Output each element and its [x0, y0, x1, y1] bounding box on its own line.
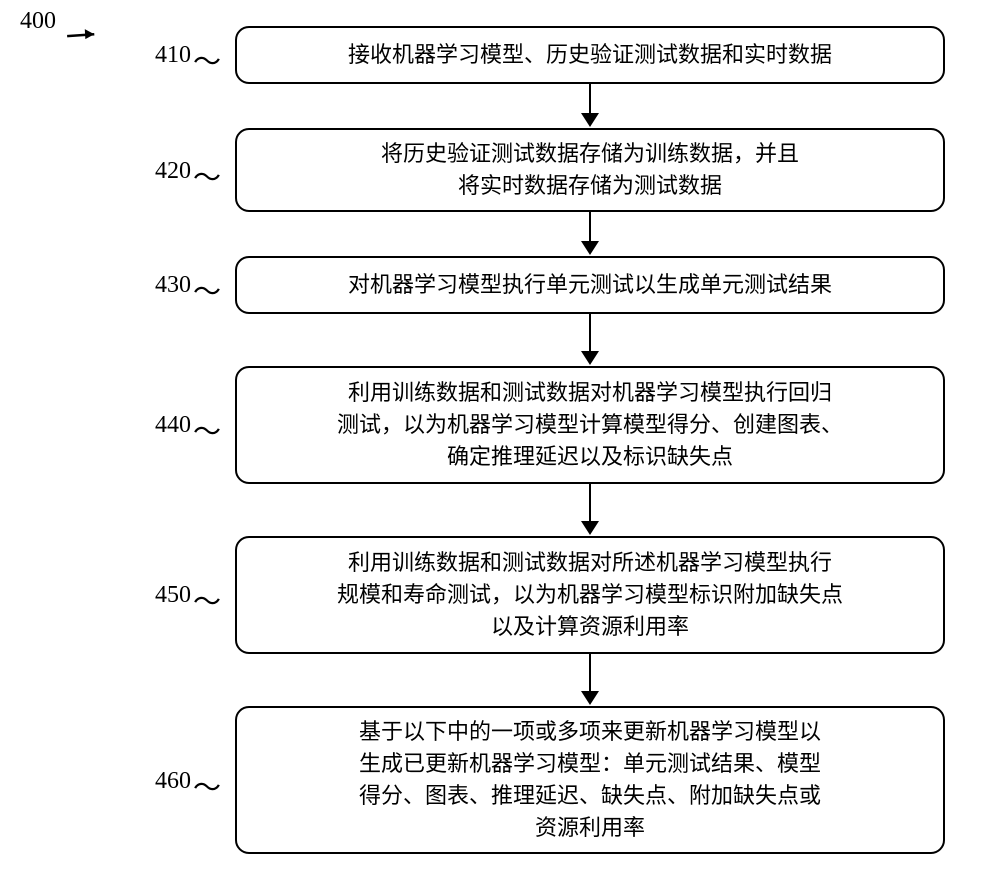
step-box-430: 对机器学习模型执行单元测试以生成单元测试结果: [235, 256, 945, 314]
step-text-460: 基于以下中的一项或多项来更新机器学习模型以 生成已更新机器学习模型：单元测试结果…: [359, 716, 821, 844]
step-text-450: 利用训练数据和测试数据对所述机器学习模型执行 规模和寿命测试，以为机器学习模型标…: [337, 547, 843, 643]
arrow-down-icon: [581, 212, 599, 255]
step-tilde-450: ～: [193, 580, 221, 620]
step-box-460: 基于以下中的一项或多项来更新机器学习模型以 生成已更新机器学习模型：单元测试结果…: [235, 706, 945, 854]
step-label-460: 460: [155, 768, 191, 795]
step-text-430: 对机器学习模型执行单元测试以生成单元测试结果: [348, 269, 832, 301]
step-tilde-440: ～: [193, 410, 221, 450]
figure-arrow-icon: [63, 9, 113, 58]
step-tilde-420: ～: [193, 156, 221, 196]
arrow-down-icon: [581, 84, 599, 127]
arrow-down-icon: [581, 654, 599, 705]
arrow-down-icon: [581, 314, 599, 365]
step-box-410: 接收机器学习模型、历史验证测试数据和实时数据: [235, 26, 945, 84]
step-text-410: 接收机器学习模型、历史验证测试数据和实时数据: [348, 39, 832, 71]
step-tilde-410: ～: [193, 40, 221, 80]
step-label-420: 420: [155, 158, 191, 185]
step-text-420: 将历史验证测试数据存储为训练数据，并且 将实时数据存储为测试数据: [381, 138, 799, 202]
step-box-420: 将历史验证测试数据存储为训练数据，并且 将实时数据存储为测试数据: [235, 128, 945, 212]
step-label-440: 440: [155, 412, 191, 439]
figure-number: 400: [20, 8, 56, 35]
step-label-450: 450: [155, 582, 191, 609]
step-box-450: 利用训练数据和测试数据对所述机器学习模型执行 规模和寿命测试，以为机器学习模型标…: [235, 536, 945, 654]
step-text-440: 利用训练数据和测试数据对机器学习模型执行回归 测试，以为机器学习模型计算模型得分…: [337, 377, 843, 473]
arrow-down-icon: [581, 484, 599, 535]
step-box-440: 利用训练数据和测试数据对机器学习模型执行回归 测试，以为机器学习模型计算模型得分…: [235, 366, 945, 484]
step-tilde-430: ～: [193, 270, 221, 310]
step-label-410: 410: [155, 42, 191, 69]
step-label-430: 430: [155, 272, 191, 299]
step-tilde-460: ～: [193, 766, 221, 806]
